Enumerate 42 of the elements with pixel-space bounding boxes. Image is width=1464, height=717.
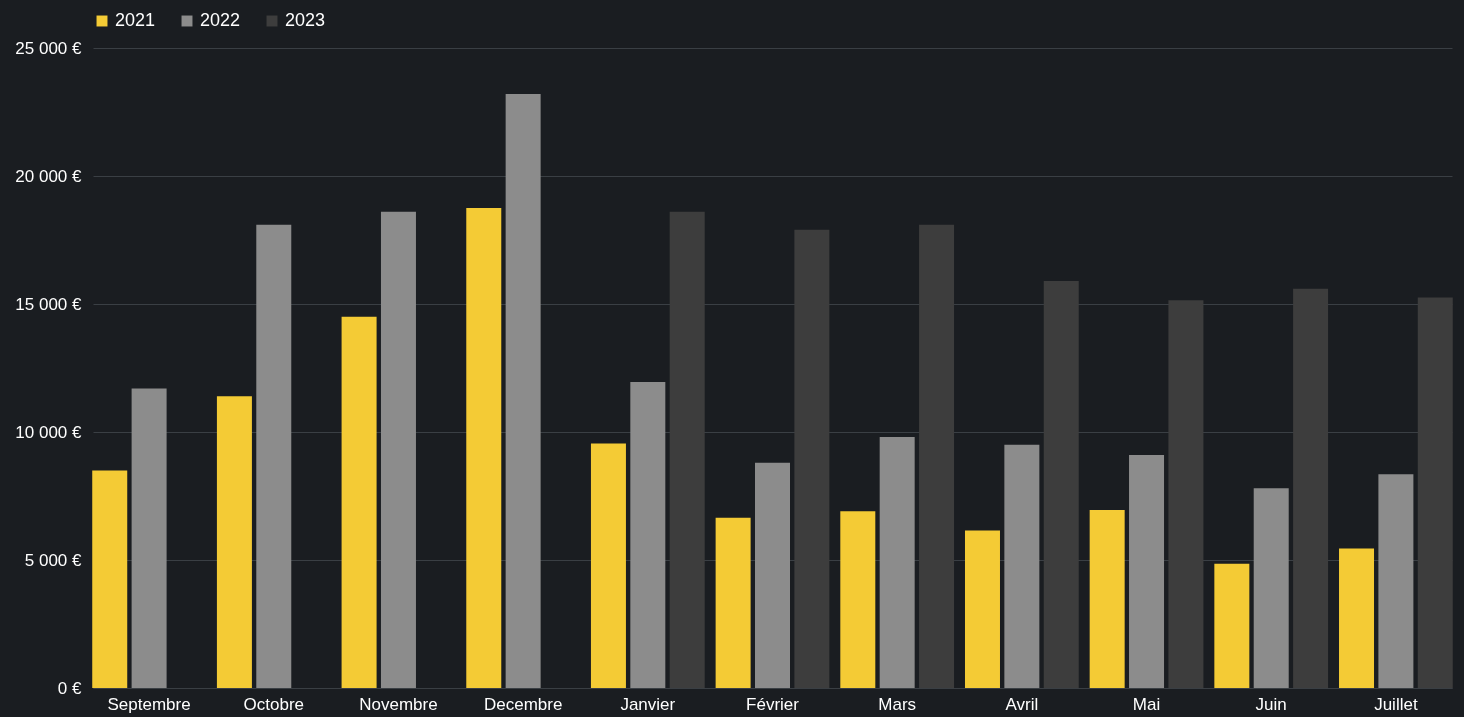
bar <box>216 396 252 688</box>
x-tick-label: Janvier <box>620 694 676 714</box>
x-tick-label: Octobre <box>243 694 305 714</box>
y-tick-label: 25 000 € <box>15 38 83 58</box>
bar <box>341 316 377 688</box>
bar <box>505 94 541 688</box>
bar <box>755 462 790 688</box>
bar <box>131 388 167 688</box>
bar <box>715 517 751 688</box>
x-tick-label: Avril <box>1005 694 1039 714</box>
bar <box>964 530 1000 688</box>
bar <box>1129 455 1165 688</box>
bar <box>840 511 876 688</box>
legend-label: 2021 <box>115 10 156 30</box>
y-tick-label: 0 € <box>57 678 83 698</box>
x-tick-label: Juillet <box>1374 694 1418 714</box>
y-tick-label: 10 000 € <box>15 422 83 442</box>
bar <box>1089 510 1125 688</box>
y-tick-label: 5 000 € <box>24 550 83 570</box>
legend-label: 2023 <box>285 10 326 30</box>
y-tick-label: 15 000 € <box>15 294 83 314</box>
x-tick-label: Decembre <box>483 694 563 714</box>
x-tick-label: Novembre <box>359 694 438 714</box>
x-tick-label: Septembre <box>107 694 191 714</box>
x-tick-label: Juin <box>1255 694 1287 714</box>
bar <box>1339 548 1375 688</box>
bar <box>92 470 128 688</box>
bar <box>380 211 416 688</box>
x-tick-label: Février <box>746 694 800 714</box>
bar <box>1253 488 1289 688</box>
legend-label: 2022 <box>200 10 241 30</box>
bar <box>1378 474 1414 688</box>
y-tick-label: 20 000 € <box>15 166 83 186</box>
bar <box>879 437 915 688</box>
bar <box>590 443 626 688</box>
x-tick-label: Mai <box>1132 694 1161 714</box>
x-tick-label: Mars <box>878 694 917 714</box>
bar <box>466 208 502 688</box>
bar <box>256 224 292 688</box>
bar <box>1004 444 1040 688</box>
bar <box>630 382 666 688</box>
bar <box>1214 563 1250 688</box>
